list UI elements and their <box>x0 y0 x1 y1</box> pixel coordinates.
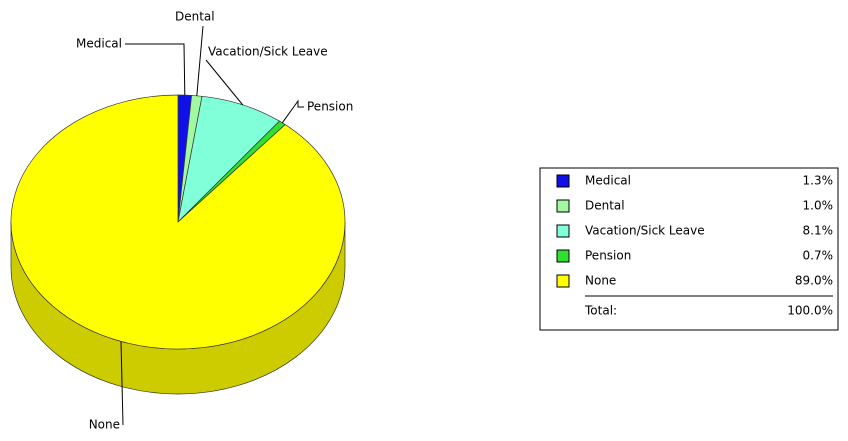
slice-label: Dental <box>175 10 215 24</box>
legend-value: 8.1% <box>803 224 834 238</box>
leader-line <box>125 43 186 96</box>
slice-label: Vacation/Sick Leave <box>208 45 328 59</box>
leader-line <box>281 99 304 124</box>
leader-line <box>205 59 244 106</box>
legend-label: Pension <box>585 249 631 263</box>
legend-swatch <box>556 199 570 213</box>
leader-line <box>196 25 204 96</box>
leader-line <box>120 341 124 426</box>
legend-swatch <box>556 174 570 188</box>
legend-swatch <box>556 224 570 238</box>
slice-label: Pension <box>307 100 353 114</box>
legend-total-label: Total: <box>584 304 617 318</box>
legend-swatch <box>556 274 570 288</box>
legend-label: None <box>585 274 616 288</box>
legend-label: Medical <box>585 174 631 188</box>
legend-value: 0.7% <box>803 249 834 263</box>
legend-label: Vacation/Sick Leave <box>585 224 705 238</box>
legend-value: 1.3% <box>803 174 834 188</box>
legend-value: 89.0% <box>795 274 833 288</box>
legend-swatch <box>556 249 570 263</box>
pie-slice <box>10 94 346 350</box>
slice-label: None <box>89 418 120 432</box>
legend-label: Dental <box>585 199 625 213</box>
legend-total-value: 100.0% <box>787 304 833 318</box>
legend-value: 1.0% <box>803 199 834 213</box>
legend-box <box>539 167 839 331</box>
slice-label: Medical <box>76 37 122 51</box>
